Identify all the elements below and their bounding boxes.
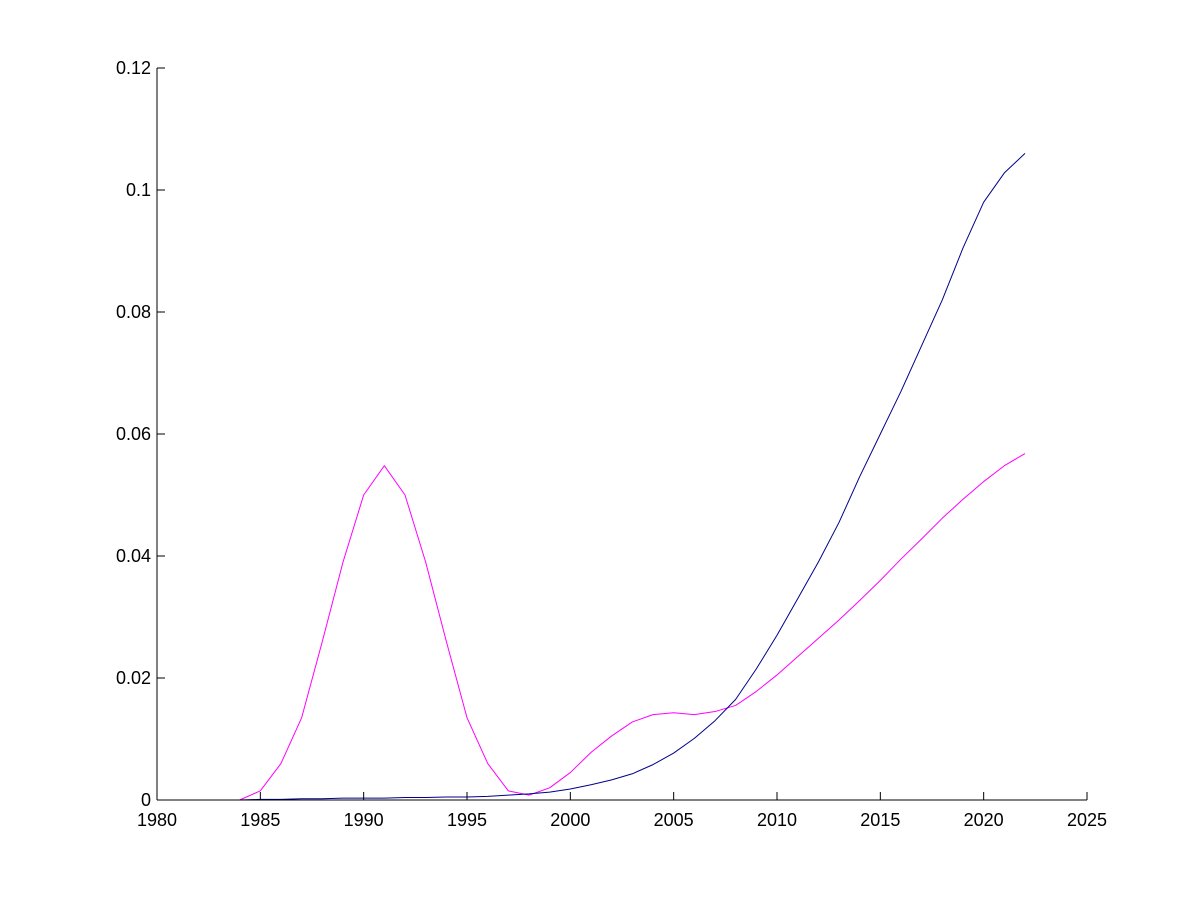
x-tick-label: 1995	[447, 810, 487, 830]
x-tick-label: 2005	[654, 810, 694, 830]
x-tick-label: 2015	[860, 810, 900, 830]
y-tick-label: 0.04	[116, 546, 151, 566]
y-tick-label: 0.12	[116, 58, 151, 78]
x-tick-label: 1990	[344, 810, 384, 830]
x-tick-label: 1980	[137, 810, 177, 830]
y-tick-label: 0.08	[116, 302, 151, 322]
x-tick-label: 2000	[550, 810, 590, 830]
x-tick-label: 2025	[1067, 810, 1107, 830]
axes-layer: 1980 1985 1990 1995 2000 2005 2010 2015 2020 2025…	[116, 58, 1107, 830]
x-tick-label: 2010	[757, 810, 797, 830]
x-tick-label: 2020	[964, 810, 1004, 830]
x-tick-label: 1985	[240, 810, 280, 830]
y-tick-label: 0	[141, 790, 151, 810]
y-tick-label: 0.06	[116, 424, 151, 444]
series-layer	[157, 153, 1026, 801]
y-tick-label: 0.02	[116, 668, 151, 688]
y-tick-label: 0.1	[126, 180, 151, 200]
series-line-1	[157, 453, 1026, 801]
series-line-2	[157, 153, 1026, 801]
